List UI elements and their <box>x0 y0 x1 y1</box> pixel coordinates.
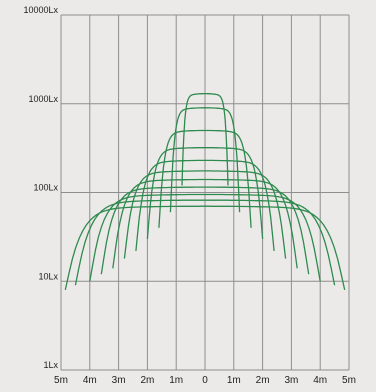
x-tick-label: 3m <box>112 375 126 386</box>
y-tick-label: 10Lx <box>38 271 58 281</box>
x-tick-label: 2m <box>140 375 154 386</box>
series-line-9 <box>74 199 336 286</box>
y-tick-label: 10000Lx <box>23 5 58 15</box>
series-line-5 <box>123 170 287 259</box>
series-line-6 <box>112 178 298 269</box>
series-line-0 <box>181 92 229 186</box>
x-tick-label: 5m <box>54 375 68 386</box>
series-line-2 <box>158 129 252 228</box>
y-tick-label: 1Lx <box>43 360 58 370</box>
x-tick-label: 4m <box>313 375 327 386</box>
series-line-8 <box>89 193 321 282</box>
x-tick-label: 1m <box>227 375 241 386</box>
x-tick-label: 2m <box>256 375 270 386</box>
grid <box>60 14 350 371</box>
x-tick-label: 4m <box>83 375 97 386</box>
y-tick-label: 1000Lx <box>28 94 58 104</box>
series-line-3 <box>146 147 264 239</box>
x-tick-label: 0 <box>202 375 208 386</box>
tick-labels: 5m 4m 3m 2m 1m 0 1m 2m 3m 4m 5m 1Lx 10Lx 100Lx 1000Lx 1… <box>23 5 356 386</box>
x-tick-label: 1m <box>169 375 183 386</box>
x-tick-label: 3m <box>284 375 298 386</box>
series-line-7 <box>100 186 310 275</box>
series-line-10 <box>64 205 346 291</box>
x-tick-label: 5m <box>342 375 356 386</box>
y-tick-label: 100Lx <box>33 183 58 193</box>
curves <box>64 92 346 291</box>
series-line-1 <box>169 107 241 213</box>
series-line-4 <box>135 159 275 251</box>
